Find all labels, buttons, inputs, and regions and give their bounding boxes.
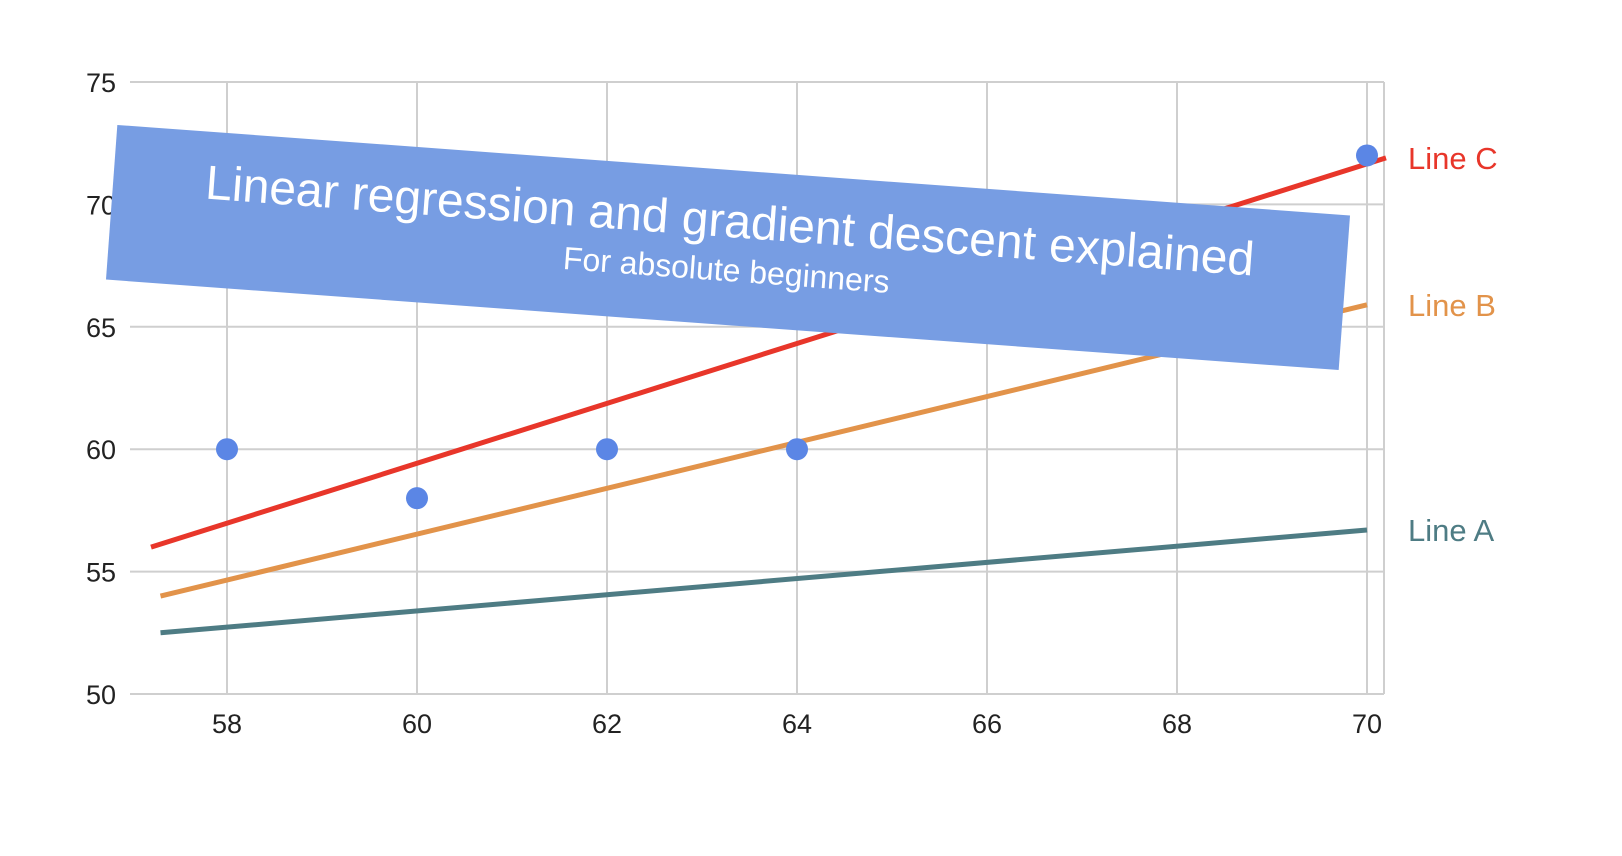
x-tick-label: 70 [1352, 709, 1382, 739]
x-tick-label: 68 [1162, 709, 1192, 739]
y-tick-label: 65 [86, 313, 116, 343]
data-point [596, 438, 618, 461]
line-c-label: Line C [1408, 141, 1498, 176]
x-tick-label: 60 [402, 709, 432, 739]
data-point [786, 438, 808, 461]
chart-labels: Line A Line B Line C [1408, 141, 1498, 548]
x-tick-label: 62 [592, 709, 622, 739]
y-tick-label: 75 [86, 68, 116, 98]
chart-points [216, 144, 1378, 510]
data-point [1356, 144, 1378, 167]
x-tick-label: 58 [212, 709, 242, 739]
y-tick-label: 60 [86, 435, 116, 465]
data-point [216, 438, 238, 461]
line-a-label: Line A [1408, 513, 1495, 548]
x-tick-label: 66 [972, 709, 1002, 739]
y-tick-label: 55 [86, 558, 116, 588]
data-point [406, 487, 428, 510]
line-a-series [160, 527, 1368, 636]
y-tick-label: 50 [86, 680, 116, 710]
line-b-label: Line B [1408, 288, 1496, 323]
x-tick-label: 64 [782, 709, 812, 739]
